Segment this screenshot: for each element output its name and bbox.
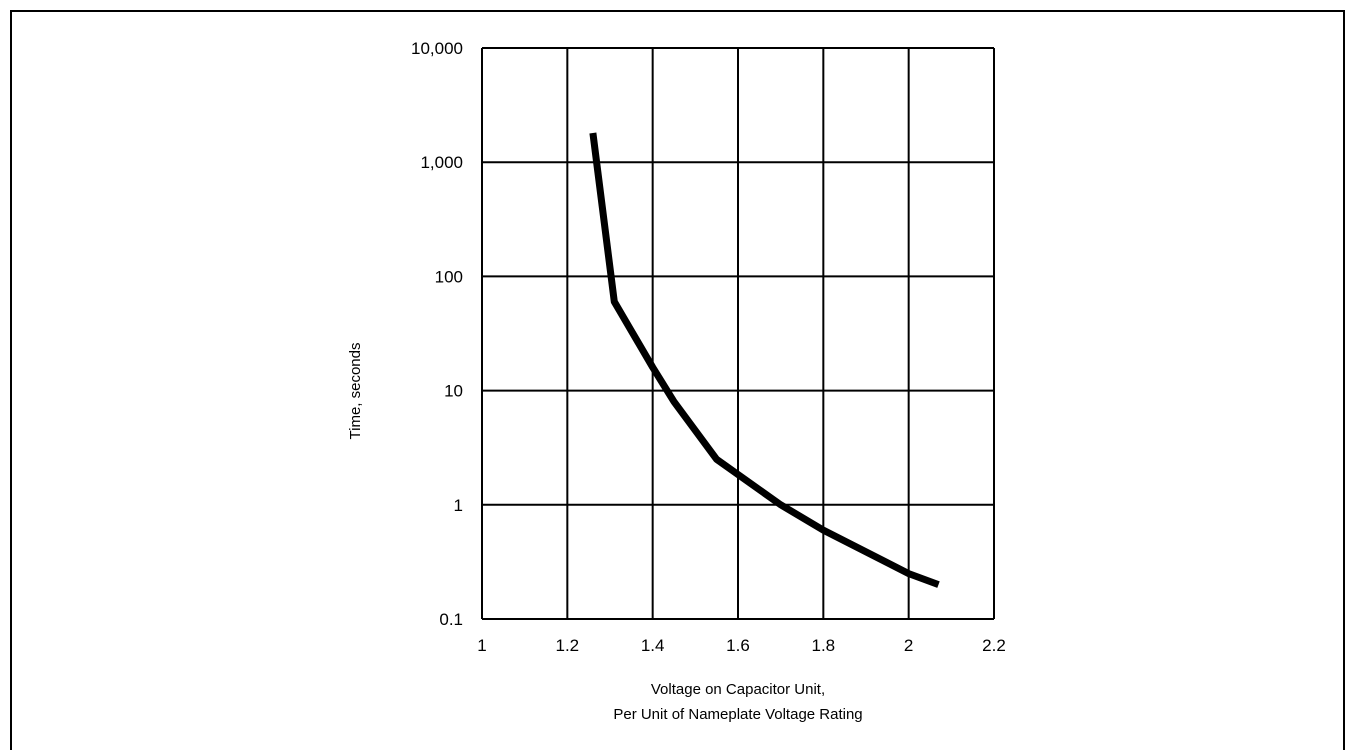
y-tick-label: 1 (454, 496, 463, 515)
x-tick-label: 1.4 (641, 636, 665, 655)
y-tick-labels: 0.1 1 10 100 1,000 10,000 (411, 39, 463, 629)
x-axis-label-line-1: Voltage on Capacitor Unit, (651, 681, 825, 698)
x-tick-label: 1.6 (726, 636, 750, 655)
y-tick-label: 0.1 (439, 610, 463, 629)
y-tick-label: 10 (444, 382, 463, 401)
figure-frame (10, 10, 1345, 750)
chart-grid (481, 47, 995, 620)
y-axis-label: Time, seconds (347, 343, 364, 440)
y-tick-label: 10,000 (411, 39, 463, 58)
x-tick-labels: 1 1.2 1.4 1.6 1.8 2 2.2 (477, 636, 1006, 655)
x-tick-label: 2.2 (982, 636, 1006, 655)
x-tick-label: 2 (904, 636, 913, 655)
y-tick-label: 1,000 (420, 153, 463, 172)
y-tick-label: 100 (435, 267, 463, 286)
x-axis-label-line-2: Per Unit of Nameplate Voltage Rating (613, 706, 862, 723)
series-line (589, 132, 940, 588)
x-tick-label: 1.2 (556, 636, 580, 655)
x-tick-label: 1.8 (812, 636, 836, 655)
series-layer (589, 132, 940, 588)
x-tick-label: 1 (477, 636, 486, 655)
